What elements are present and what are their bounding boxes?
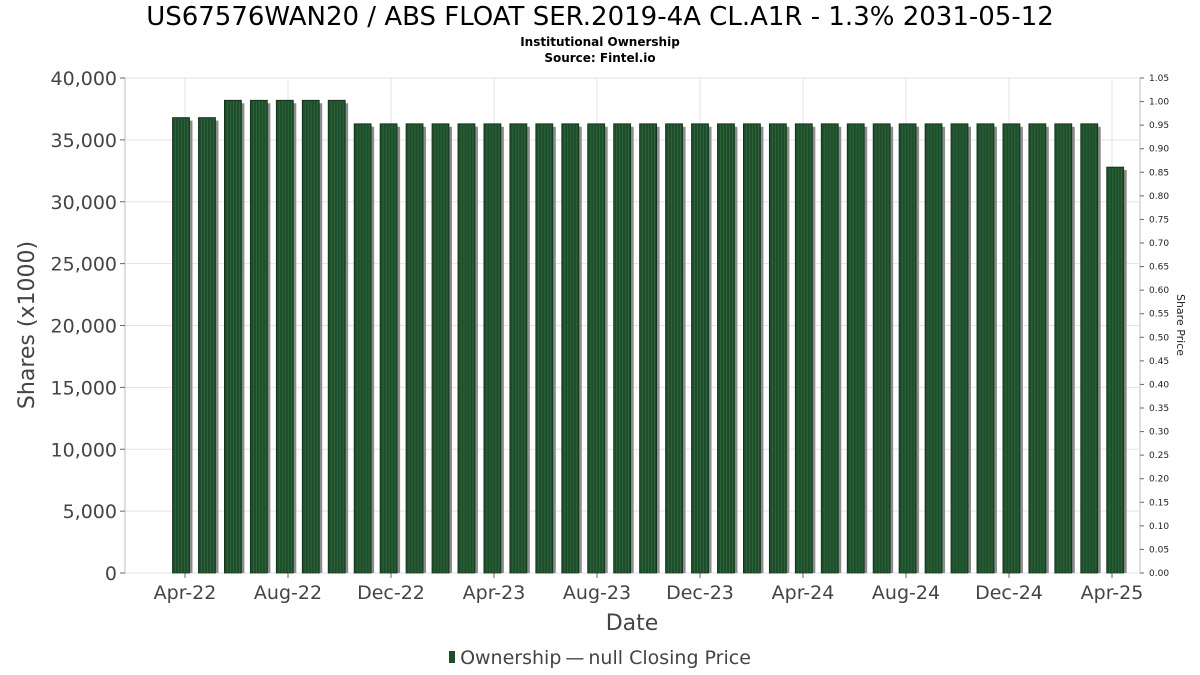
ownership-bar — [639, 123, 657, 574]
ownership-bar — [976, 123, 995, 574]
y2-tick-label: 0.30 — [1149, 428, 1169, 438]
x-tick-label: Dec-23 — [666, 582, 734, 604]
ownership-bar — [743, 123, 761, 574]
chart-legend: Ownership — null Closing Price — [0, 647, 1200, 669]
y2-tick-label: 0.70 — [1149, 239, 1169, 249]
y2-tick-label: 1.05 — [1149, 74, 1169, 84]
ownership-bar — [1080, 123, 1099, 574]
ownership-bar — [717, 123, 735, 574]
ownership-bar — [509, 123, 528, 574]
y2-tick-label: 0.85 — [1149, 168, 1169, 178]
ownership-bar — [275, 99, 294, 574]
ownership-bar — [172, 117, 190, 574]
y2-tick-label: 0.80 — [1149, 192, 1169, 202]
y-tick-label: 5,000 — [63, 501, 117, 523]
ownership-bar — [249, 99, 268, 574]
ownership-bar — [872, 123, 891, 574]
y-tick-label: 0 — [105, 563, 117, 585]
x-tick-label: Aug-23 — [563, 582, 631, 604]
ownership-bar — [898, 123, 917, 574]
ownership-bar — [1002, 123, 1021, 574]
y2-tick-label: 0.35 — [1149, 404, 1169, 414]
ownership-bar — [405, 123, 424, 574]
ownership-bar — [1106, 166, 1125, 574]
ownership-bar — [768, 123, 787, 574]
ownership-bar — [1054, 123, 1073, 574]
ownership-bar — [665, 123, 683, 574]
y2-tick-label: 0.15 — [1149, 498, 1169, 508]
y2-tick-label: 0.90 — [1149, 145, 1169, 155]
ownership-bar — [379, 123, 398, 574]
y2-tick-label: 0.55 — [1149, 310, 1169, 320]
ownership-bar — [535, 123, 554, 574]
ownership-bar — [820, 123, 839, 574]
chart-subtitle-ownership: Institutional Ownership — [520, 35, 680, 49]
y2-tick-label: 0.20 — [1149, 475, 1169, 485]
ownership-bar — [561, 123, 580, 574]
y2-tick-label: 0.45 — [1149, 357, 1169, 367]
y2-tick-label: 0.40 — [1149, 380, 1169, 390]
ownership-bar — [457, 123, 476, 574]
x-axis-title: Date — [606, 611, 659, 636]
x-tick-label: Aug-24 — [872, 582, 940, 604]
y2-tick-label: 1.00 — [1149, 98, 1169, 108]
x-tick-label: Apr-25 — [1081, 582, 1144, 604]
chart-subtitle-source: Source: Fintel.io — [544, 51, 656, 65]
y2-tick-label: 0.00 — [1149, 569, 1169, 579]
y2-tick-label: 0.95 — [1149, 121, 1169, 131]
y-tick-label: 20,000 — [51, 316, 117, 338]
y2-tick-label: 0.60 — [1149, 286, 1169, 296]
y2-tick-label: 0.05 — [1149, 545, 1169, 555]
legend-price-label: null Closing Price — [588, 647, 751, 669]
y2-tick-label: 0.50 — [1149, 333, 1169, 343]
y-tick-label: 10,000 — [51, 439, 117, 461]
ownership-bar — [327, 99, 346, 574]
ownership-bar — [613, 123, 632, 574]
ownership-bar — [794, 123, 813, 574]
y-tick-label: 30,000 — [51, 192, 117, 214]
x-tick-label: Apr-24 — [772, 582, 835, 604]
x-tick-label: Aug-22 — [254, 582, 322, 604]
ownership-legend-swatch — [449, 651, 456, 663]
y2-tick-label: 0.10 — [1149, 522, 1169, 532]
ownership-bar — [691, 123, 709, 574]
y2-tick-label: 0.65 — [1149, 263, 1169, 273]
y2-tick-label: 0.25 — [1149, 451, 1169, 461]
y-tick-label: 40,000 — [51, 68, 117, 90]
y-tick-label: 25,000 — [51, 254, 117, 276]
ownership-bar — [924, 123, 943, 574]
ownership-bar — [353, 123, 372, 574]
legend-ownership-label: Ownership — [460, 647, 562, 669]
price-legend-line: — — [565, 647, 585, 669]
x-tick-label: Dec-22 — [357, 582, 425, 604]
ownership-bar — [1028, 123, 1047, 574]
x-tick-label: Apr-23 — [463, 582, 526, 604]
x-tick-label: Dec-24 — [975, 582, 1043, 604]
ownership-bar — [301, 99, 320, 574]
y-tick-label: 35,000 — [51, 130, 117, 152]
ownership-bar — [587, 123, 606, 574]
y-axis-title: Shares (x1000) — [15, 241, 40, 409]
y-tick-label: 15,000 — [51, 377, 117, 399]
ownership-bar — [846, 123, 865, 574]
ownership-bar — [223, 99, 242, 574]
ownership-bar — [198, 117, 216, 574]
ownership-bar — [950, 123, 969, 574]
ownership-bar — [483, 123, 502, 574]
y2-axis-title: Share Price — [1174, 294, 1187, 356]
ownership-bar — [431, 123, 450, 574]
x-tick-label: Apr-22 — [154, 582, 217, 604]
y2-tick-label: 0.75 — [1149, 215, 1169, 225]
chart-title: US67576WAN20 / ABS FLOAT SER.2019-4A CL.… — [146, 2, 1054, 32]
